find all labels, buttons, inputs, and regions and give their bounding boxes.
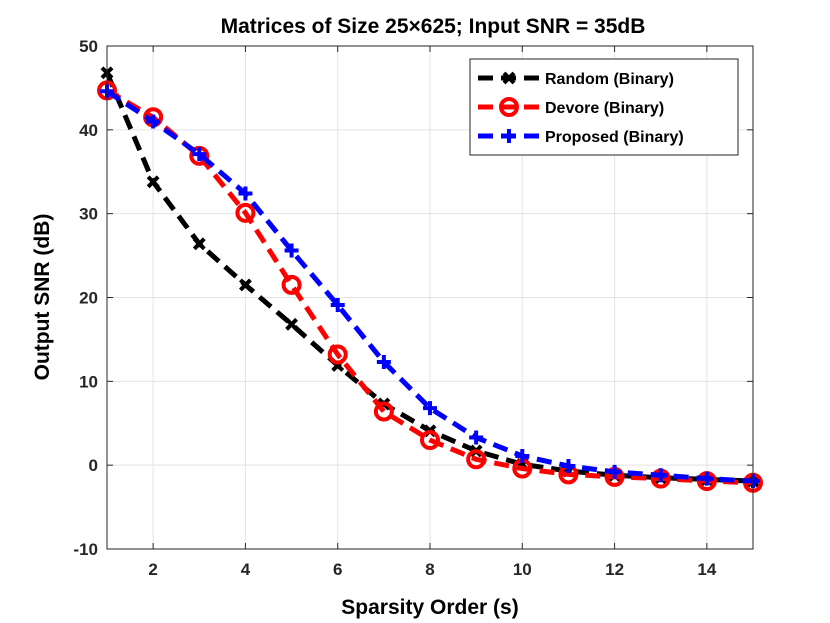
y-tick-label: 20 — [79, 289, 98, 308]
x-tick-label: 6 — [333, 560, 342, 579]
legend-marker-random — [502, 71, 516, 85]
data-point-random — [192, 237, 206, 251]
series-line-devore — [105, 88, 754, 486]
y-tick-label: -10 — [73, 540, 98, 559]
legend-marker-proposed — [502, 129, 516, 143]
data-point-proposed — [192, 147, 207, 162]
data-point-proposed — [561, 459, 576, 474]
legend-label-proposed: Proposed (Binary) — [545, 129, 684, 146]
data-point-devore — [327, 344, 348, 365]
x-tick-label: 8 — [425, 560, 434, 579]
legend: Random (Binary) Devore (Binary) Proposed (… — [469, 58, 739, 156]
y-axis-label: Output SNR (dB) — [31, 214, 54, 381]
x-tick-label: 14 — [697, 560, 716, 579]
y-tick-label: 40 — [79, 121, 98, 140]
data-point-proposed — [238, 186, 253, 201]
legend-label-random: Random (Binary) — [545, 71, 674, 88]
x-tick-label: 10 — [513, 560, 532, 579]
series-layer — [97, 66, 763, 493]
data-point-devore — [373, 401, 394, 422]
data-point-random — [239, 278, 252, 292]
data-point-proposed — [284, 243, 299, 258]
y-tick-label: 10 — [79, 372, 98, 391]
data-point-proposed — [376, 355, 391, 370]
data-point-devore — [281, 274, 302, 295]
y-tick-label: 30 — [79, 205, 98, 224]
x-axis-label: Sparsity Order (s) — [341, 596, 518, 619]
data-point-proposed — [699, 471, 714, 486]
data-point-random — [146, 175, 160, 189]
y-ticks: -10 0 10 20 30 40 50 — [73, 37, 753, 559]
legend-label-devore: Devore (Binary) — [545, 100, 664, 117]
data-point-random — [285, 317, 298, 331]
data-point-proposed — [653, 468, 668, 483]
series-proposed — [100, 84, 760, 489]
y-tick-label: 0 — [89, 456, 98, 475]
data-point-proposed — [515, 448, 530, 463]
x-tick-label: 12 — [605, 560, 624, 579]
legend-marker-devore — [499, 97, 519, 117]
data-point-proposed — [146, 114, 161, 129]
chart-title: Matrices of Size 25×625; Input SNR = 35d… — [221, 15, 646, 38]
data-point-proposed — [607, 464, 622, 479]
data-point-devore — [466, 449, 487, 470]
x-tick-label: 4 — [241, 560, 251, 579]
y-tick-label: 50 — [79, 37, 98, 56]
data-point-proposed — [423, 401, 437, 416]
data-point-proposed — [469, 430, 484, 445]
x-ticks: 2 4 6 8 10 12 14 — [148, 46, 717, 579]
data-point-devore — [420, 430, 440, 451]
data-point-proposed — [330, 298, 345, 313]
data-point-devore — [235, 202, 256, 223]
x-tick-label: 2 — [148, 560, 157, 579]
